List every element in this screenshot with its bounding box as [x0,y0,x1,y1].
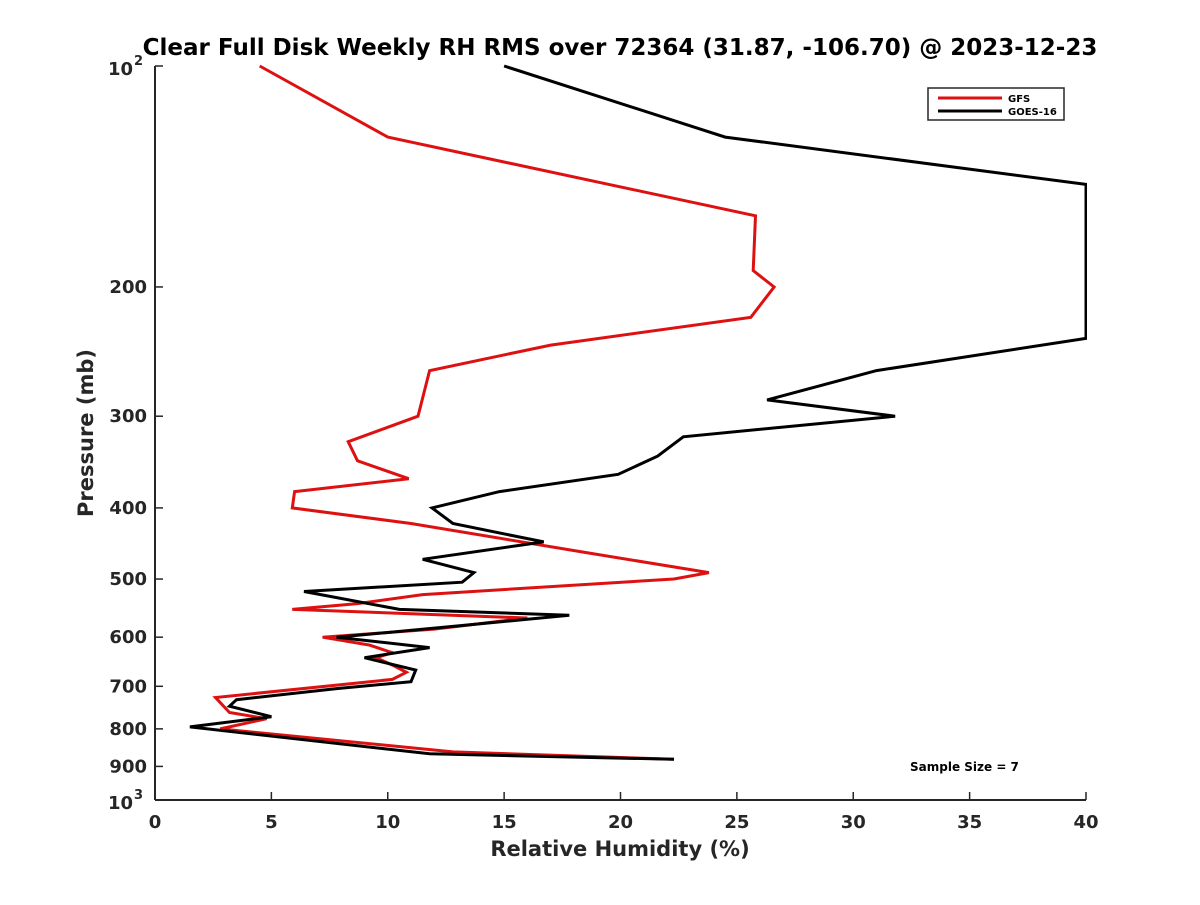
x-tick-label: 40 [1073,812,1098,833]
x-tick-label: 5 [265,812,278,833]
y-tick-label: 700 [109,676,147,697]
x-tick-label: 30 [841,812,866,833]
legend: GFS GOES-16 [927,87,1065,121]
series-line-gfs [212,64,777,761]
y-tick-label: 200 [109,277,147,298]
x-tick-label: 20 [608,812,633,833]
x-tick-label: 10 [375,812,400,833]
chart-title: Clear Full Disk Weekly RH RMS over 72364… [143,35,1098,61]
y-tick-label: 300 [109,406,147,427]
x-tick-label: 25 [724,812,749,833]
y-tick-label: 400 [109,498,147,519]
x-tick-labels: 0 5 10 15 20 25 30 35 40 [149,812,1099,833]
sample-size-annotation: Sample Size = 7 [910,760,1019,774]
x-axis-label: Relative Humidity (%) [490,837,749,861]
x-tick-label: 0 [149,812,162,833]
axis-ticks [154,65,1087,801]
series-lines [189,64,1087,761]
y-tick-label: 900 [109,756,147,777]
y-tick-label-exponent: 3 [134,788,143,803]
y-tick-label: 500 [109,569,147,590]
series-line-goes-16 [189,64,1087,761]
y-axis-label: Pressure (mb) [74,349,98,517]
y-tick-label: 600 [109,627,147,648]
legend-label-goes-16: GOES-16 [1008,107,1057,118]
x-tick-label: 15 [492,812,517,833]
y-tick-label-power: 10 [108,59,133,80]
legend-box [927,87,1065,121]
y-tick-label-power: 10 [108,793,133,814]
legend-label-gfs: GFS [1008,94,1030,105]
y-tick-label: 800 [109,719,147,740]
x-tick-label: 35 [957,812,982,833]
y-tick-label-exponent: 2 [134,54,143,69]
